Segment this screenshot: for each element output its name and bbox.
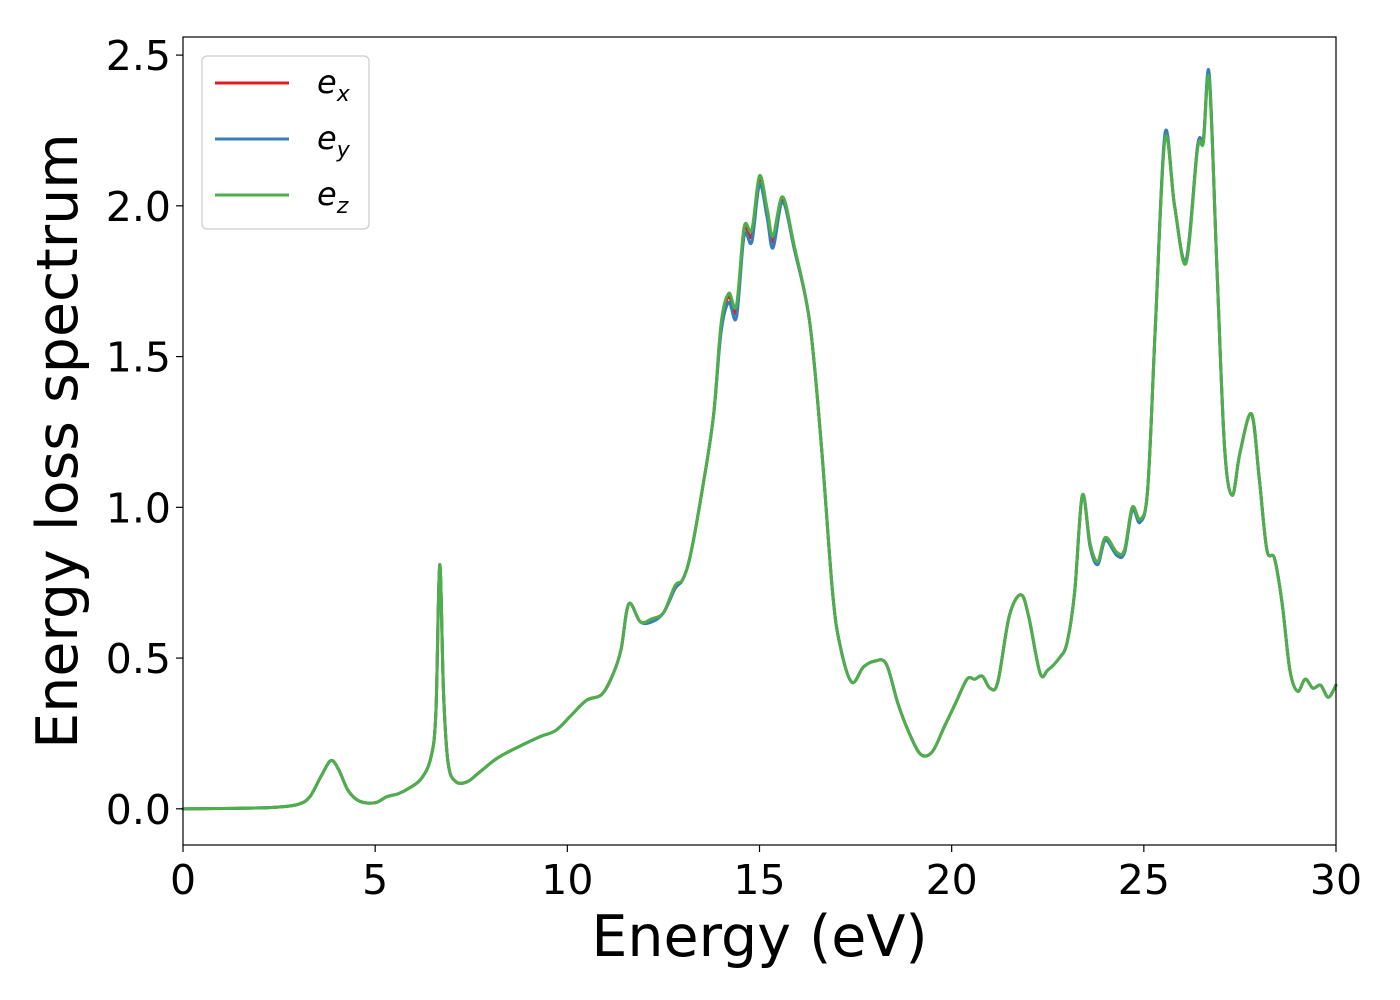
legend-label-ex: ex	[317, 63, 351, 107]
y-axis: 0.0 0.5 1.0 1.5 2.0 2.5	[106, 32, 183, 834]
x-axis: 0 5 10 15 20 25 30	[170, 845, 1362, 904]
y-tick-label: 2.5	[106, 32, 171, 80]
plot-lines	[181, 68, 1338, 811]
y-tick-label: 0.5	[106, 635, 171, 683]
y-tick-label: 0.0	[106, 786, 171, 834]
y-tick-label: 1.0	[106, 484, 171, 532]
legend: ex ey ez	[201, 55, 370, 230]
x-tick-label: 5	[362, 856, 388, 904]
y-axis-title: Energy loss spectrum	[25, 133, 91, 749]
x-tick-label: 20	[926, 856, 978, 904]
x-tick-label: 0	[170, 856, 196, 904]
legend-label-ez: ez	[317, 175, 349, 219]
y-tick-label: 2.0	[106, 183, 171, 231]
series-line-ez	[181, 74, 1338, 811]
legend-label-ey: ey	[317, 119, 351, 163]
x-tick-label: 15	[733, 856, 785, 904]
legend-box	[201, 55, 370, 230]
y-tick-label: 1.5	[106, 334, 171, 382]
x-tick-label: 10	[541, 856, 593, 904]
x-tick-label: 25	[1118, 856, 1170, 904]
x-tick-label: 30	[1310, 856, 1362, 904]
x-axis-title: Energy (eV)	[591, 904, 927, 970]
